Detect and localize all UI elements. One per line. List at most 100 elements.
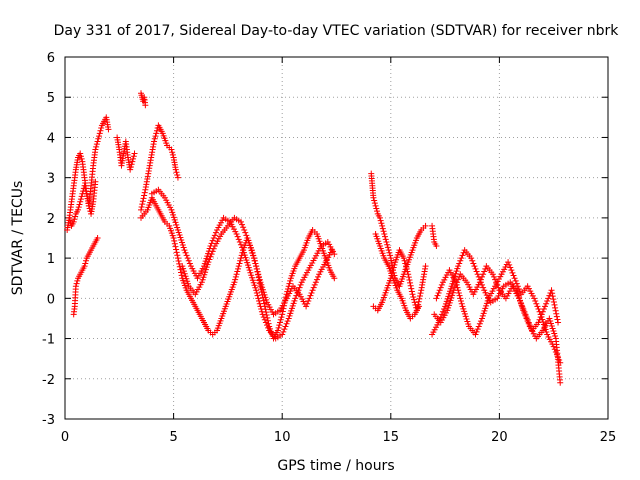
data-point [259,311,266,318]
data-point [288,307,295,314]
data-point [532,298,539,305]
data-point [178,272,185,279]
data-point [241,226,248,233]
data-point [77,198,84,205]
data-point [543,300,550,307]
data-point [523,314,530,321]
data-point [287,277,294,284]
y-tick-label: 5 [47,91,55,106]
data-point [555,319,562,326]
data-point [417,290,424,297]
data-point [542,303,549,310]
data-point [303,303,310,310]
data-point [297,281,304,288]
data-point [515,285,522,292]
data-point [73,280,80,287]
data-point [506,261,513,268]
data-point [257,279,264,286]
data-point [254,292,261,299]
data-point [185,257,192,264]
data-point [508,267,515,274]
data-point [248,272,255,279]
data-point [276,322,283,329]
data-point [77,153,84,160]
data-point [469,257,476,264]
data-point [386,249,393,256]
data-point [233,271,240,278]
data-point [199,276,206,283]
data-point [290,300,297,307]
data-point [75,204,82,211]
data-point [242,229,249,236]
data-point [518,300,525,307]
data-point [556,357,563,364]
data-point [184,278,191,285]
data-point [127,163,134,170]
data-point [96,133,103,140]
data-point [172,166,179,173]
data-point [476,320,483,327]
x-tick-label: 25 [600,430,617,445]
data-point [483,302,490,309]
data-point [244,235,251,241]
data-point [435,289,442,296]
data-point [445,302,452,309]
data-point [180,244,187,251]
data-point [406,276,413,283]
data-point [557,359,564,366]
data-point [94,138,101,145]
data-point [449,280,456,287]
data-point [242,254,249,261]
data-point [555,354,562,361]
data-point [172,243,179,250]
data-point [262,294,269,301]
data-point [171,240,178,247]
data-point [405,274,412,281]
data-point [540,318,547,325]
data-point [249,274,256,281]
data-point [179,242,186,249]
data-point [92,178,99,185]
data-point [78,193,85,200]
data-point [169,149,176,156]
data-point [203,264,210,271]
data-point [258,306,265,313]
data-point [296,284,303,291]
data-point [379,222,386,229]
data-point [479,315,486,322]
data-point [379,225,386,232]
data-point [245,237,252,244]
data-point [130,155,137,162]
y-axis-label: SDTVAR / TECUs [10,181,26,296]
data-point [153,130,160,137]
data-point [509,269,516,276]
data-point [170,211,177,218]
data-point [173,246,180,253]
data-point [71,216,78,223]
data-point [454,284,461,291]
data-point [183,275,190,282]
data-point [438,281,445,288]
data-point [172,219,179,226]
data-point [448,294,455,301]
data-point [411,299,418,306]
data-point [404,268,411,275]
data-point [535,306,542,313]
data-point [304,300,311,307]
data-point [480,284,487,291]
data-point [534,303,541,310]
data-point [98,125,105,132]
data-point [235,265,242,272]
data-point [475,323,482,330]
data-point [380,228,387,235]
data-point [260,314,267,321]
data-point [389,269,396,276]
data-point [490,273,497,280]
data-point [263,322,270,329]
data-point [176,231,183,238]
data-point [250,279,257,286]
data-point [174,224,181,231]
data-point [244,259,251,266]
data-point [209,237,216,244]
data-point [464,318,471,325]
